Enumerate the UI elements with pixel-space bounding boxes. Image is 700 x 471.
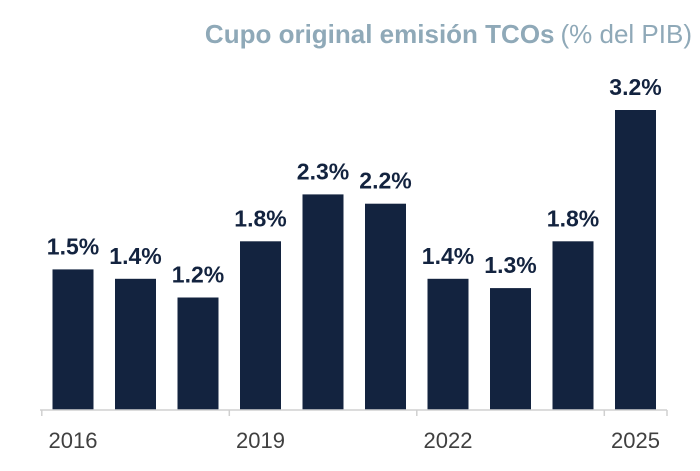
bar-2023	[490, 288, 531, 410]
value-label-2024: 1.8%	[547, 205, 599, 231]
x-tick-label-2019: 2019	[236, 428, 285, 453]
chart-title-unit: (% del PIB)	[561, 19, 693, 49]
value-label-2023: 1.3%	[484, 252, 536, 278]
x-tick-label-2025: 2025	[611, 428, 660, 453]
bar-2016	[52, 269, 94, 410]
bar-2017	[115, 278, 156, 411]
x-tick-label-2016: 2016	[49, 428, 98, 453]
bar-2018	[177, 297, 219, 410]
chart-title-main: Cupo original emisión TCOs	[205, 19, 555, 49]
bar-2021	[365, 203, 406, 410]
value-label-2022: 1.4%	[422, 243, 474, 269]
value-label-2025: 3.2%	[609, 74, 661, 100]
value-label-2018: 1.2%	[172, 262, 224, 288]
chart-title: Cupo original emisión TCOs (% del PIB)	[205, 19, 692, 49]
bar-2020	[302, 194, 344, 410]
value-label-2021: 2.2%	[359, 168, 411, 194]
x-tick-labels-group: 2016 2019 2022 2025	[49, 428, 660, 453]
value-label-2017: 1.4%	[109, 243, 161, 269]
bar-2024	[552, 241, 594, 411]
x-ticks-group	[41, 410, 668, 416]
bars-group	[52, 110, 656, 411]
bar-2019	[240, 241, 281, 411]
value-label-2019: 1.8%	[234, 205, 286, 231]
value-labels-group: 1.5% 1.4% 1.2% 1.8% 2.3% 2.2% 1.4% 1.3% 1.8% 3.2%	[47, 74, 662, 288]
x-tick-label-2022: 2022	[424, 428, 473, 453]
bar-2022	[427, 278, 469, 411]
bar-2025	[615, 110, 656, 410]
value-label-2020: 2.3%	[297, 158, 349, 184]
value-label-2016: 1.5%	[47, 233, 99, 259]
